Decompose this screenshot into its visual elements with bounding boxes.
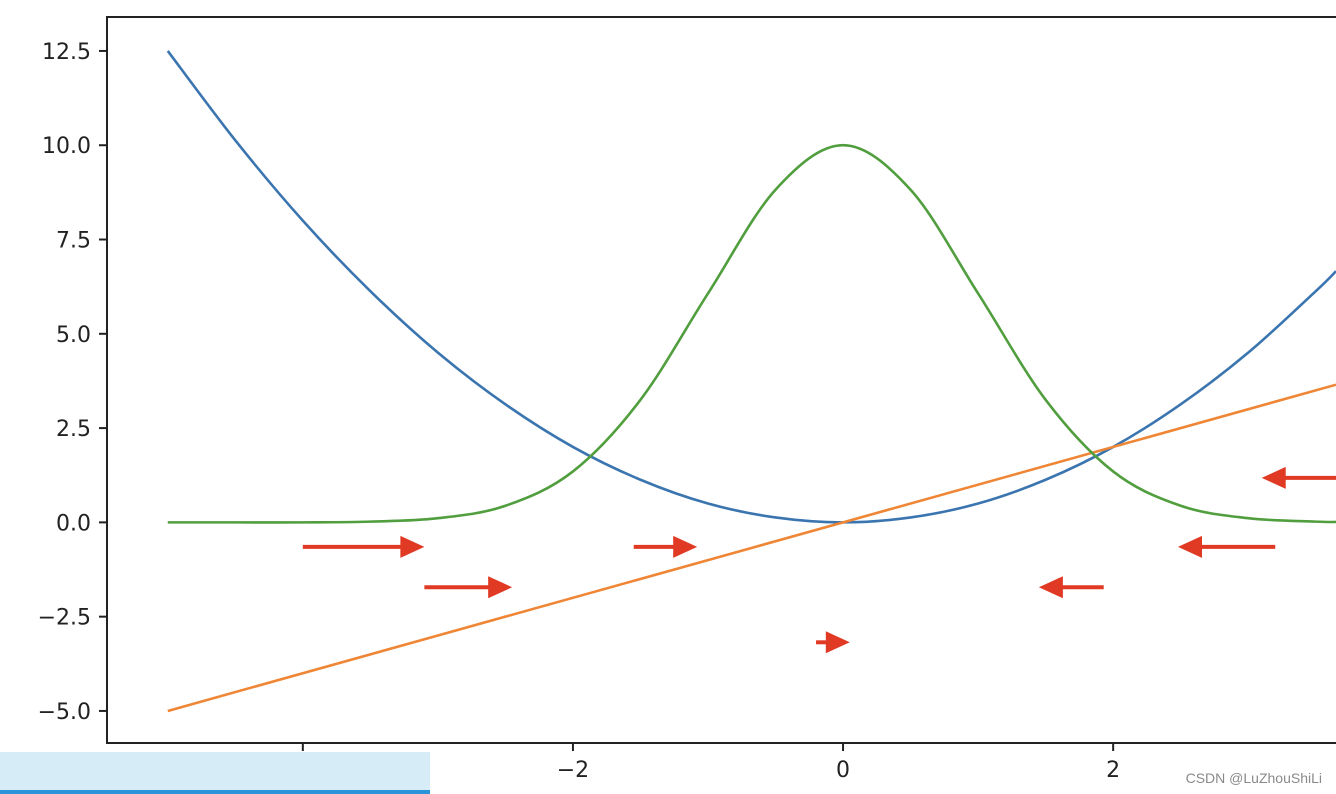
series-line-1 <box>166 50 1336 524</box>
y-tick-label: 7.5 <box>56 229 91 254</box>
y-tick-label: 12.5 <box>42 40 91 65</box>
annotation-arrow <box>302 535 425 558</box>
series-line-2 <box>167 383 1336 713</box>
y-tick-label: −2.5 <box>38 606 91 631</box>
series-line-3 <box>167 143 1336 524</box>
annotation-arrow <box>1038 576 1104 599</box>
y-tick-label: 5.0 <box>56 323 91 348</box>
x-tick-label: 2 <box>1106 758 1120 783</box>
annotation-arrow <box>1261 466 1336 489</box>
y-axis: 12.5 10.0 7.5 5.0 2.5 0.0 −2.5 −5.0 <box>38 40 107 725</box>
y-tick-label: 2.5 <box>56 417 91 442</box>
y-tick-label: 10.0 <box>42 134 91 159</box>
annotation-arrow <box>424 576 513 599</box>
annotation-arrow <box>633 535 698 558</box>
annotation-arrow <box>816 631 850 654</box>
x-tick-label: 0 <box>836 758 850 783</box>
watermark: CSDN @LuZhouShiLi <box>1185 770 1322 786</box>
y-tick-label: −5.0 <box>38 700 91 725</box>
series-layer <box>166 50 1336 713</box>
annotation-arrows <box>302 466 1336 654</box>
bottom-strip <box>0 752 430 794</box>
x-tick-label: −2 <box>557 758 589 783</box>
plot-frame <box>106 16 1336 744</box>
bottom-strip-line <box>0 790 430 794</box>
annotation-arrow <box>1177 535 1276 558</box>
y-tick-label: 0.0 <box>56 511 91 536</box>
